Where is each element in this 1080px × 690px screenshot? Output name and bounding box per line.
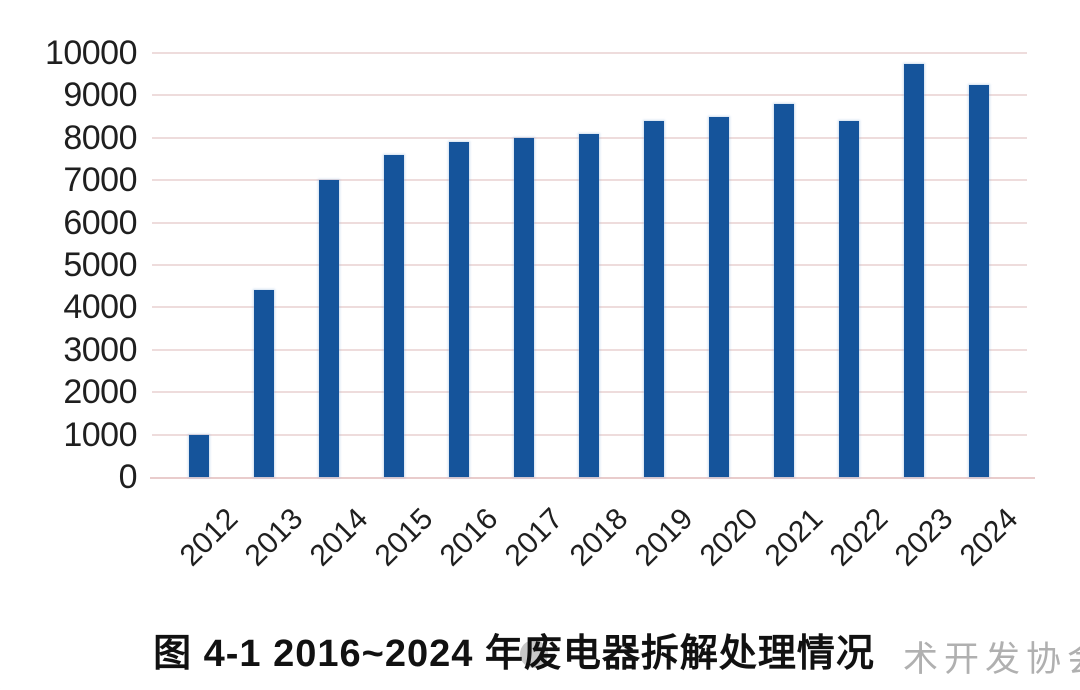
bar-2020 [709,116,729,477]
bar-2013 [254,290,274,477]
x-tick-label: 2019 [628,502,700,573]
x-tick-label: 2023 [888,502,960,573]
bar-2014 [319,180,339,477]
x-tick-label: 2022 [823,502,895,573]
plot-area [150,52,1035,479]
x-tick-label: 2021 [758,502,830,573]
y-tick-label: 3000 [63,330,137,369]
x-tick-label: 2017 [498,502,570,573]
y-tick-label: 1000 [63,415,137,454]
x-tick-label: 2012 [173,502,245,573]
x-tick-label: 2014 [303,502,375,573]
y-tick-label: 5000 [63,246,137,284]
y-tick-label: 2000 [63,373,137,412]
watermark-logo-icon [520,640,548,668]
bar-2022 [839,120,859,477]
y-tick-label: 6000 [63,203,137,242]
x-tick-label: 2018 [563,502,635,573]
gridline [152,52,1027,54]
y-tick-label: 4000 [63,288,137,327]
x-tick-label: 2016 [433,502,505,573]
watermark: 术开发协会 [903,640,1080,679]
bar-2016 [449,142,469,477]
bar-2015 [384,154,404,477]
bar-2017 [514,137,534,477]
y-tick-label: 10000 [44,34,138,72]
x-tick-label: 2015 [368,502,440,573]
bar-2019 [644,120,664,477]
y-axis: 0 1000 2000 3000 4000 5000 6000 7000 8000 9000 100… [0,0,138,690]
x-tick-label: 2024 [953,502,1025,573]
y-tick-label: 8000 [63,118,137,157]
y-tick-label: 7000 [63,161,137,200]
bar-2023 [904,63,924,477]
y-tick-label: 0 [118,458,138,496]
x-tick-label: 2020 [693,502,765,573]
bar-2018 [579,133,599,477]
x-tick-label: 2013 [238,502,310,573]
bar-2012 [189,434,209,477]
bar-2021 [774,103,794,477]
figure-caption: 图 4-1 2016~2024 年废电器拆解处理情况 [153,633,875,675]
bar-2024 [969,84,989,477]
y-tick-label: 9000 [63,76,137,115]
gridline [152,94,1027,97]
